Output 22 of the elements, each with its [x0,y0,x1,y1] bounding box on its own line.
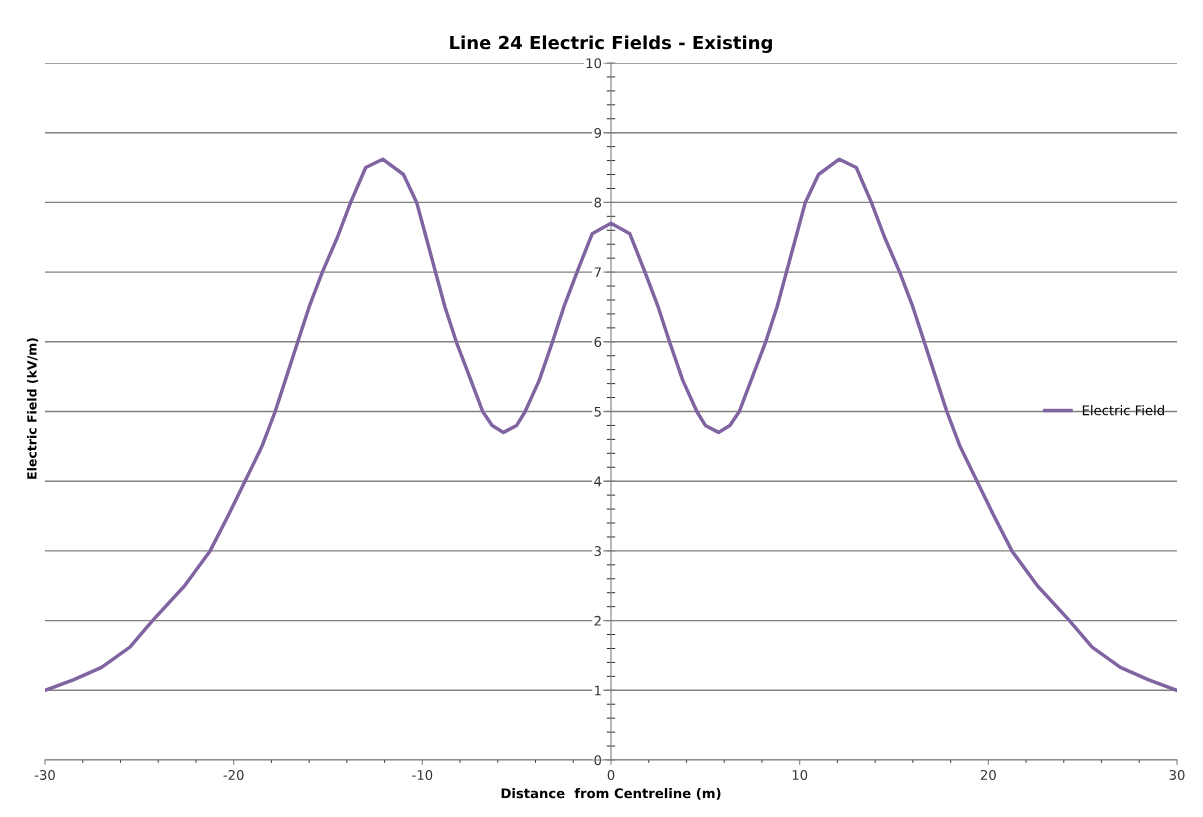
y-tick-label: 5 [594,406,601,417]
x-tick-label: -10 [412,769,433,780]
x-tick-label: 10 [792,769,808,780]
x-tick-label: -20 [223,769,244,780]
x-tick-label: 30 [1169,769,1185,780]
y-tick-label: 8 [594,197,602,208]
y-tick-label: 9 [594,127,602,138]
y-axis-title: Electric Field (kV/m) [26,338,39,479]
x-tick-label: 0 [607,769,615,780]
y-tick-label: 0 [594,755,602,766]
legend-label: Electric Field [1082,405,1164,416]
chart-title: Line 24 Electric Fields - Existing [450,35,772,54]
y-tick-label: 6 [594,337,602,347]
y-tick-label: 3 [594,546,601,557]
x-axis-title: Distance from Centreline (m) [501,788,721,800]
x-tick-label: 20 [980,769,996,780]
y-tick-label: 1 [595,685,601,696]
y-tick-label: 7 [594,267,601,278]
y-tick-label: 10 [586,58,602,69]
y-tick-label: 4 [594,476,602,487]
x-tick-label: -30 [34,769,55,780]
y-tick-label: 2 [594,615,601,626]
